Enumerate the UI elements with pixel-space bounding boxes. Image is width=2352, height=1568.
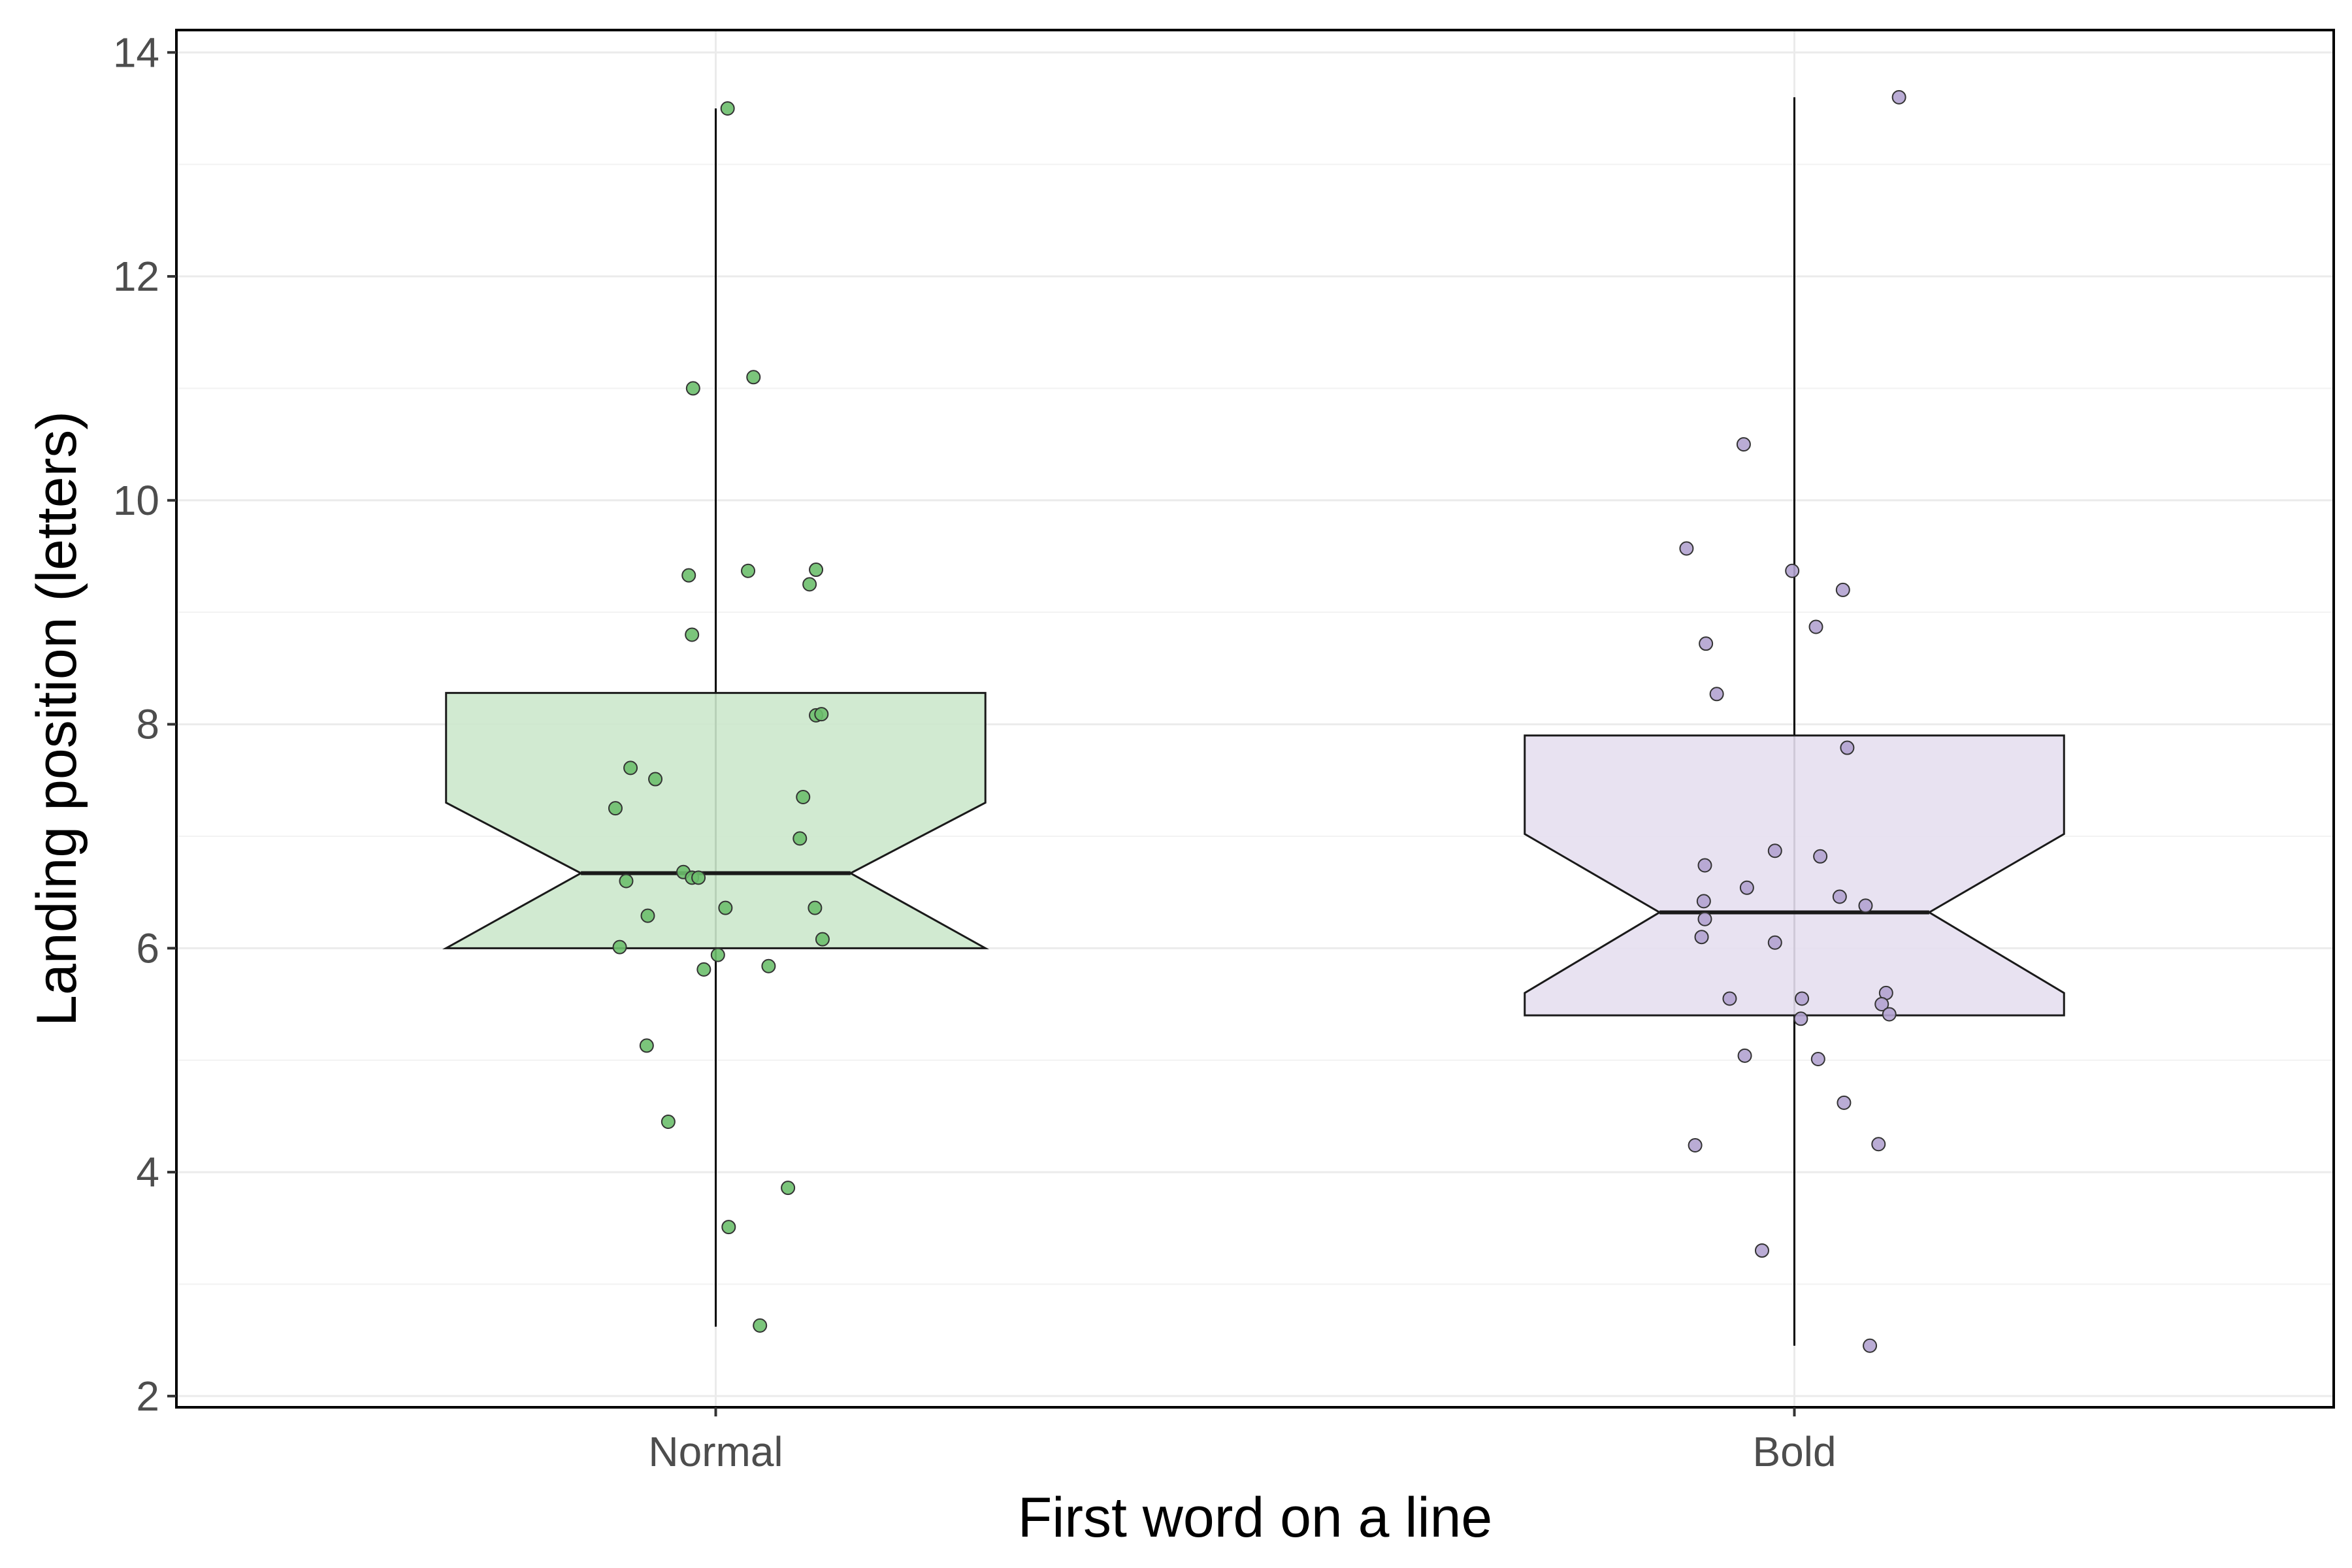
point-normal — [711, 949, 725, 962]
point-normal — [685, 628, 698, 641]
point-bold — [1794, 1012, 1807, 1025]
y-tick-label: 14 — [113, 29, 159, 76]
point-bold — [1698, 859, 1711, 872]
point-bold — [1756, 1244, 1769, 1257]
point-normal — [624, 761, 637, 774]
y-axis-title: Landing position (letters) — [25, 411, 88, 1026]
point-normal — [619, 875, 632, 888]
point-bold — [1810, 620, 1823, 633]
point-bold — [1863, 1339, 1876, 1352]
point-bold — [1739, 1049, 1752, 1062]
point-bold — [1737, 438, 1750, 451]
box-bold — [1525, 736, 2065, 1015]
box-normal — [446, 693, 986, 949]
y-tick-label: 2 — [136, 1373, 159, 1420]
point-normal — [697, 963, 710, 976]
point-normal — [641, 909, 654, 923]
point-normal — [687, 382, 700, 395]
point-bold — [1786, 564, 1799, 578]
point-bold — [1740, 881, 1754, 894]
point-normal — [781, 1181, 794, 1194]
point-bold — [1812, 1053, 1825, 1066]
point-bold — [1695, 930, 1708, 943]
x-tick-label: Normal — [648, 1428, 783, 1475]
point-normal — [793, 832, 806, 845]
point-bold — [1769, 844, 1782, 857]
y-tick-label: 12 — [113, 253, 159, 300]
point-bold — [1698, 913, 1711, 926]
point-bold — [1837, 1096, 1850, 1109]
y-axis-ticks: 2 4 6 8 10 12 14 — [113, 29, 176, 1420]
point-bold — [1893, 91, 1906, 104]
point-bold — [1723, 992, 1736, 1005]
point-bold — [1833, 890, 1846, 903]
point-normal — [613, 941, 627, 954]
point-bold — [1837, 583, 1850, 596]
point-normal — [692, 871, 705, 884]
point-normal — [662, 1115, 675, 1128]
point-bold — [1680, 542, 1693, 555]
point-normal — [762, 960, 775, 973]
point-normal — [649, 773, 662, 786]
point-normal — [796, 791, 809, 804]
y-tick-label: 6 — [136, 924, 159, 972]
point-bold — [1689, 1139, 1702, 1152]
point-normal — [640, 1039, 653, 1052]
x-axis-title: First word on a line — [1018, 1486, 1493, 1549]
point-normal — [722, 1220, 735, 1233]
point-bold — [1840, 742, 1854, 755]
point-bold — [1859, 899, 1872, 912]
point-normal — [747, 370, 760, 384]
point-normal — [816, 933, 829, 946]
point-normal — [719, 902, 732, 915]
y-tick-label: 8 — [136, 701, 159, 748]
point-normal — [609, 802, 622, 815]
point-normal — [808, 902, 821, 915]
point-bold — [1872, 1137, 1885, 1151]
point-normal — [753, 1319, 766, 1332]
y-tick-label: 4 — [136, 1149, 159, 1196]
point-normal — [721, 102, 734, 115]
point-normal — [682, 569, 695, 582]
x-tick-label: Bold — [1752, 1428, 1836, 1475]
point-normal — [742, 564, 755, 578]
point-bold — [1699, 637, 1712, 650]
point-bold — [1769, 936, 1782, 949]
point-normal — [815, 708, 828, 721]
point-bold — [1710, 687, 1723, 700]
x-axis-ticks: Normal Bold — [648, 1407, 1836, 1475]
point-bold — [1814, 850, 1827, 863]
point-normal — [803, 578, 816, 591]
point-bold — [1883, 1007, 1896, 1021]
point-normal — [809, 563, 823, 576]
point-bold — [1697, 894, 1710, 907]
point-bold — [1795, 992, 1808, 1005]
y-tick-label: 10 — [113, 477, 159, 524]
